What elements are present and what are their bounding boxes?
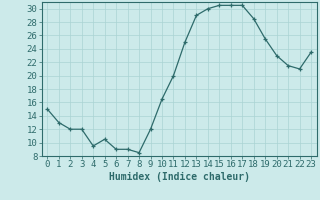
X-axis label: Humidex (Indice chaleur): Humidex (Indice chaleur) bbox=[109, 172, 250, 182]
